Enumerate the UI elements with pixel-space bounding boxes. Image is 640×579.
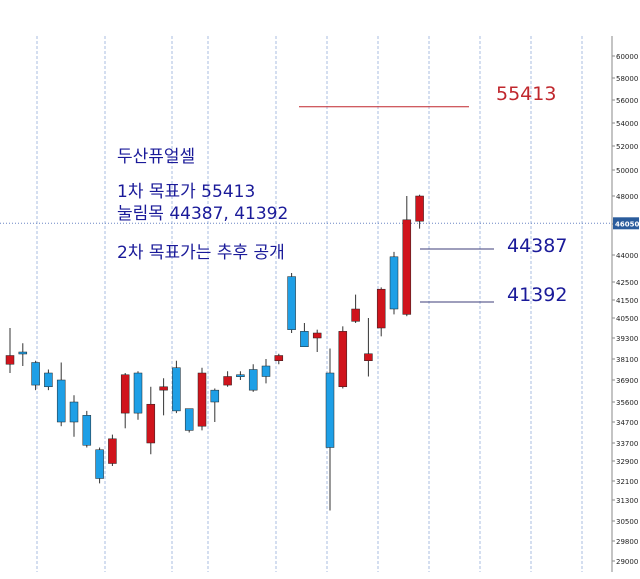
candle-body-28 [364, 353, 373, 361]
candle-body-7 [95, 449, 104, 479]
candle-body-3 [44, 372, 53, 388]
candle-body-12 [159, 386, 168, 391]
candle-body-10 [133, 372, 143, 414]
candle-body-14 [184, 408, 194, 431]
candle-body-26 [338, 331, 348, 388]
support-line-label-1: 44387 [507, 235, 568, 257]
price-tick-label-8: 35600 [616, 399, 638, 407]
candle-body-5 [69, 401, 79, 423]
price-tick-label-9: 36900 [616, 377, 638, 385]
price-tick-label-19: 52000 [616, 143, 638, 151]
candle-body-18 [236, 374, 245, 377]
price-tick-label-2: 30500 [616, 518, 638, 526]
candle-body-13 [172, 367, 181, 412]
candle-body-21 [274, 355, 284, 361]
candle-body-2 [31, 362, 40, 386]
candle-body-29 [376, 288, 386, 329]
candle-body-19 [248, 369, 258, 391]
price-tick-label-4: 32100 [616, 478, 638, 486]
candle-body-27 [351, 308, 360, 322]
price-tick-label-0: 29000 [616, 558, 638, 566]
current-price-tag [613, 217, 639, 230]
candle-body-0 [5, 355, 15, 365]
candle-body-30 [389, 256, 399, 310]
price-tick-label-13: 41500 [616, 297, 638, 305]
candle-body-6 [82, 415, 92, 446]
price-tick-label-22: 58000 [616, 75, 638, 83]
target-line-label: 55413 [496, 83, 557, 105]
candle-body-24 [312, 332, 322, 339]
price-tick-label-17: 48000 [616, 193, 638, 201]
candle-body-8 [108, 438, 117, 464]
price-tick-label-5: 32900 [616, 458, 638, 466]
price-tick-label-21: 56000 [616, 97, 638, 105]
price-tick-label-7: 34700 [616, 419, 638, 427]
price-tick-label-12: 40500 [616, 315, 638, 323]
price-tick-label-18: 50000 [616, 167, 638, 175]
candle-body-32 [415, 195, 424, 222]
candle-body-4 [56, 379, 66, 423]
candle-body-23 [300, 331, 309, 348]
price-tick-label-10: 38100 [616, 356, 638, 364]
price-tick-label-6: 33700 [616, 440, 638, 448]
candle-body-16 [210, 389, 220, 403]
current-price-label: 46050 [615, 220, 639, 228]
price-tick-label-3: 31300 [616, 497, 638, 505]
annotation-pullback: 눌림목 44387, 41392 [117, 204, 289, 224]
annotation-first-target: 1차 목표가 55413 [117, 182, 256, 202]
price-tick-label-20: 54000 [616, 120, 638, 128]
price-tick-label-1: 29800 [616, 538, 638, 546]
price-tick-label-11: 39300 [616, 335, 638, 343]
candle-body-15 [197, 372, 207, 427]
candle-body-25 [325, 372, 335, 448]
annotation-title: 두산퓨얼셀 [117, 147, 196, 167]
candle-body-11 [146, 403, 156, 444]
candle-body-1 [18, 351, 28, 355]
candle-body-31 [402, 219, 412, 315]
price-tick-label-15: 44000 [616, 252, 638, 260]
support-line-label-2: 41392 [507, 284, 568, 306]
candle-body-20 [261, 365, 271, 377]
candle-body-17 [223, 376, 232, 386]
candle-body-9 [120, 374, 130, 414]
annotation-second-target: 2차 목표가는 추후 공개 [117, 243, 285, 263]
candle-body-22 [287, 276, 296, 330]
price-tick-label-14: 42500 [616, 279, 638, 287]
price-tick-label-23: 60000 [616, 53, 638, 61]
